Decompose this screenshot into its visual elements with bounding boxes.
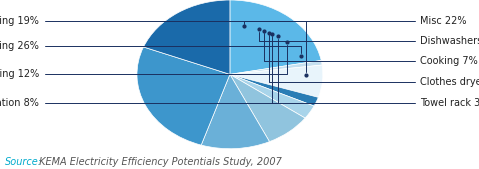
Text: Cooking 7%: Cooking 7%: [264, 33, 478, 66]
Text: Source:: Source:: [5, 157, 42, 167]
Text: KEMA Electricity Efficiency Potentials Study, 2007: KEMA Electricity Efficiency Potentials S…: [36, 157, 282, 167]
Wedge shape: [230, 0, 321, 74]
Text: Misc 22%: Misc 22%: [244, 16, 467, 26]
Text: Water heating 26%: Water heating 26%: [0, 41, 301, 53]
Wedge shape: [137, 47, 230, 145]
Text: Lighting 12%: Lighting 12%: [0, 45, 287, 79]
Wedge shape: [230, 74, 319, 106]
Wedge shape: [230, 61, 322, 74]
Wedge shape: [201, 74, 270, 149]
Wedge shape: [230, 74, 305, 142]
Wedge shape: [144, 0, 230, 74]
Text: Clothes dryer 2%: Clothes dryer 2%: [269, 35, 479, 87]
Text: Heating 19%: Heating 19%: [0, 16, 306, 72]
Wedge shape: [230, 65, 323, 97]
Text: Dishwashers 1%: Dishwashers 1%: [259, 32, 479, 46]
Text: Refrigeration 8%: Refrigeration 8%: [0, 39, 278, 108]
Text: Towel rack 3%: Towel rack 3%: [272, 37, 479, 108]
Wedge shape: [230, 74, 314, 118]
